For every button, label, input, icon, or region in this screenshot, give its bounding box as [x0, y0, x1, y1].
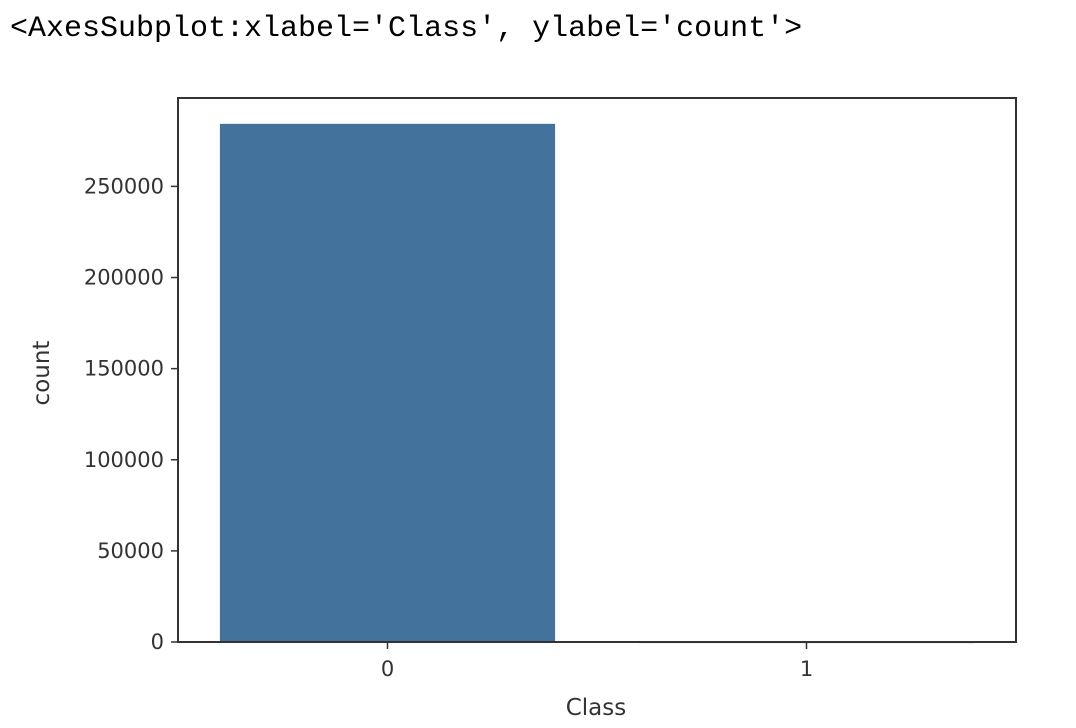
y-tick-label: 100000	[84, 448, 164, 472]
y-tick-label: 50000	[97, 539, 164, 563]
bar-0	[219, 123, 556, 643]
output-repr-text: <AxesSubplot:xlabel='Class', ylabel='cou…	[10, 12, 803, 46]
y-tick-label: 0	[151, 630, 164, 654]
axes-frame	[177, 97, 1017, 643]
y-tick-label: 150000	[84, 357, 164, 381]
y-axis: 0 50000 100000 150000 200000 250000	[84, 174, 178, 654]
y-tick-label: 200000	[84, 266, 164, 290]
bars-group	[219, 123, 975, 644]
x-tick-label: 0	[381, 657, 394, 681]
y-tick-label: 250000	[84, 174, 164, 198]
y-axis-label: count	[29, 341, 55, 406]
x-tick-label: 1	[800, 657, 813, 681]
x-axis-label: Class	[566, 695, 627, 721]
